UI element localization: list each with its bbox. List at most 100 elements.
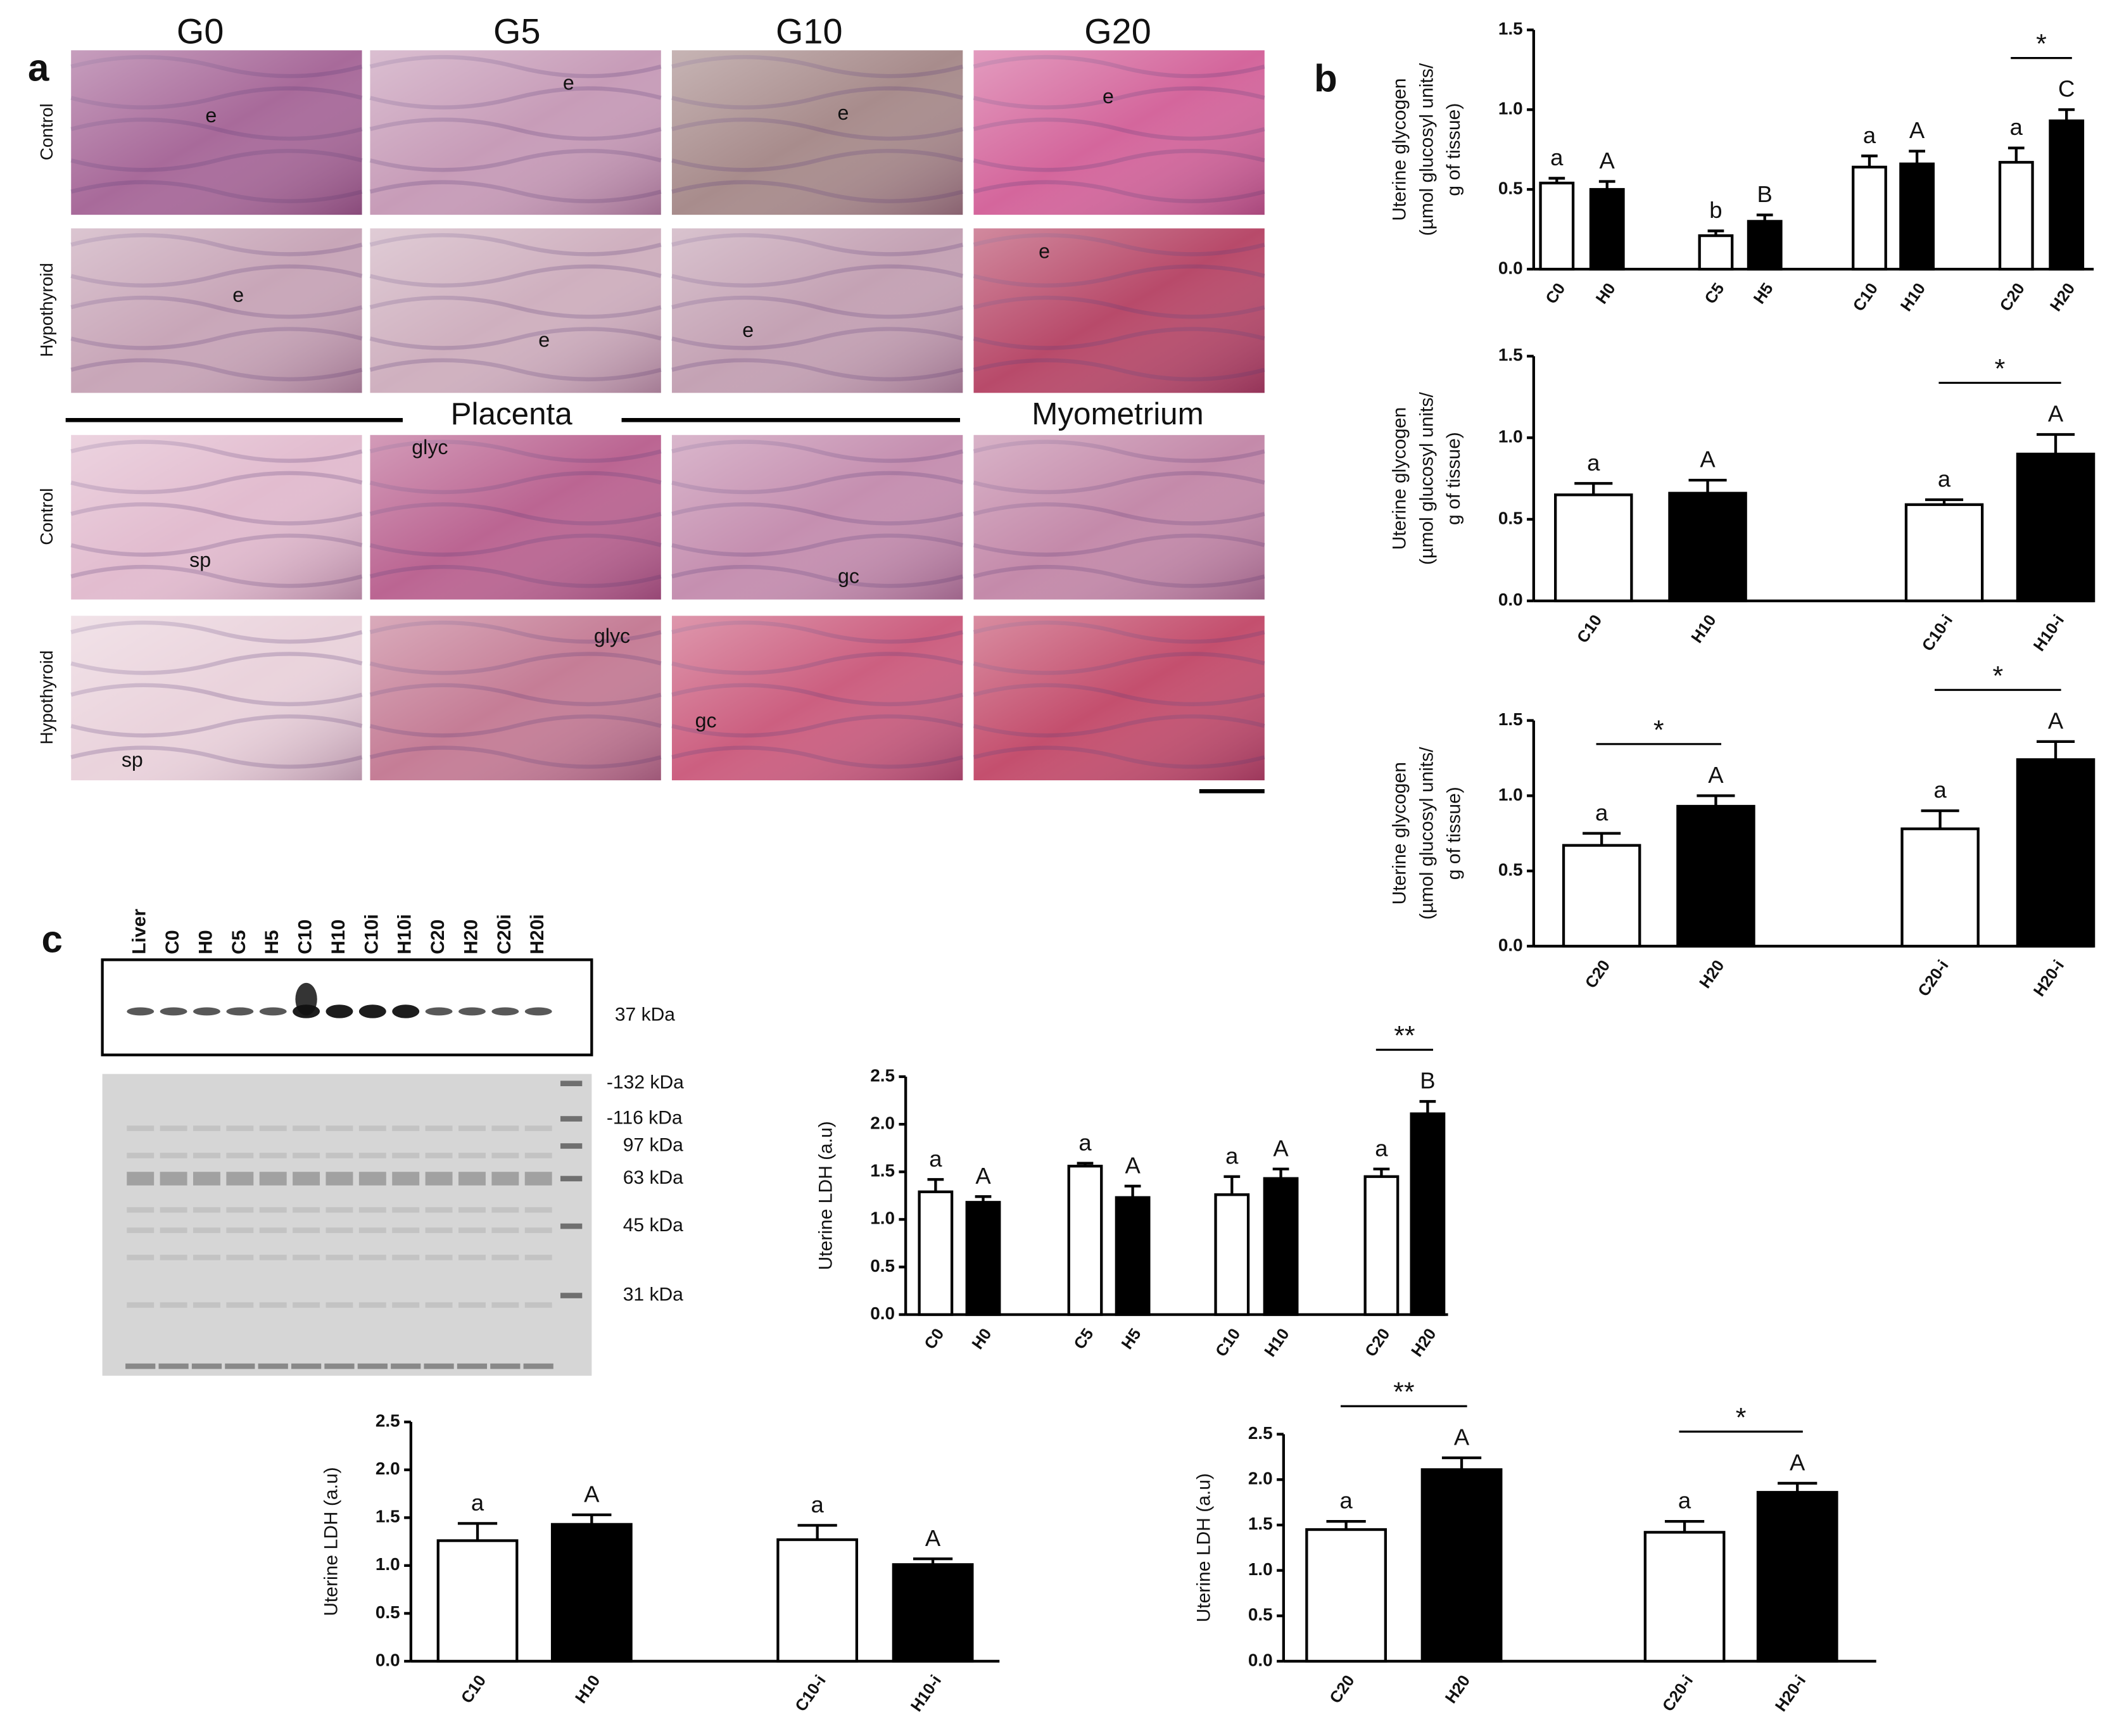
gel-band bbox=[259, 1153, 287, 1158]
bar bbox=[1363, 1175, 1400, 1316]
bar bbox=[436, 1539, 519, 1663]
gel-band bbox=[326, 1255, 353, 1260]
gel-band bbox=[127, 1255, 155, 1260]
y-tick-label: 0.5 bbox=[1498, 508, 1523, 528]
x-tick-label: C20 bbox=[1997, 280, 2028, 315]
micrograph-shade bbox=[671, 616, 963, 781]
error-bar bbox=[1697, 794, 1735, 807]
bar bbox=[1698, 234, 1734, 271]
x-tick-label: C10 bbox=[1212, 1326, 1244, 1360]
gel-band bbox=[225, 1363, 255, 1369]
x-tick-label: H20 bbox=[1442, 1672, 1474, 1707]
gel-band bbox=[358, 1207, 386, 1213]
gel-band bbox=[458, 1302, 486, 1308]
gel-band bbox=[358, 1125, 386, 1131]
gel-band bbox=[458, 1153, 486, 1158]
bar bbox=[1676, 804, 1755, 948]
bar bbox=[1904, 503, 1984, 602]
ladder-band bbox=[560, 1143, 583, 1149]
y-axis-label: (µmol glucosyl units/ bbox=[1416, 63, 1437, 236]
ladder-band bbox=[560, 1116, 583, 1122]
gel-band bbox=[491, 1302, 519, 1308]
significance-letter: a bbox=[811, 1492, 824, 1517]
gel-band bbox=[127, 1125, 155, 1131]
significance-letter: a bbox=[929, 1146, 942, 1172]
y-tick-label: 0.0 bbox=[1498, 590, 1523, 609]
blot-band bbox=[160, 1007, 187, 1016]
x-tick-label: C20-i bbox=[1915, 957, 1952, 1000]
gel-band bbox=[524, 1302, 552, 1308]
x-tick-label: C10-i bbox=[1919, 612, 1956, 655]
gel-band bbox=[293, 1207, 320, 1213]
marker-label: -132 kDa bbox=[607, 1072, 684, 1093]
significance-marker: * bbox=[1736, 1402, 1747, 1433]
micrograph-shade bbox=[973, 50, 1265, 215]
marker-label: 45 kDa bbox=[623, 1215, 683, 1236]
x-tick-label: H10-i bbox=[907, 1672, 945, 1715]
bar bbox=[1900, 827, 1980, 948]
gel-band bbox=[125, 1363, 156, 1369]
error-bar bbox=[1373, 1167, 1390, 1177]
gel-band bbox=[226, 1302, 254, 1308]
x-tick-label: H5 bbox=[1750, 280, 1777, 307]
gel-band bbox=[193, 1153, 220, 1158]
ladder-band bbox=[560, 1175, 583, 1182]
marker-label: -116 kDa bbox=[607, 1107, 683, 1128]
y-tick-label: 0.0 bbox=[376, 1650, 400, 1669]
lane-label: C10i bbox=[361, 914, 382, 954]
gel-band bbox=[392, 1153, 420, 1158]
x-tick-label: H20 bbox=[1696, 957, 1728, 992]
blot-band bbox=[425, 1007, 453, 1016]
blot-band bbox=[392, 1004, 420, 1018]
micrograph-label: glyc bbox=[412, 436, 448, 459]
gel-band bbox=[127, 1207, 155, 1213]
x-tick-label: H10 bbox=[1688, 612, 1720, 647]
gel-band bbox=[193, 1302, 220, 1308]
gel-band bbox=[326, 1172, 353, 1186]
gel-band bbox=[160, 1207, 187, 1213]
x-tick-label: H10 bbox=[1261, 1326, 1293, 1360]
micrograph-label: e bbox=[1039, 240, 1050, 263]
blot-band bbox=[295, 982, 317, 1016]
blot-band bbox=[358, 1004, 386, 1018]
y-axis-label: Uterine LDH (a.u) bbox=[1193, 1473, 1214, 1622]
y-tick-label: 0.5 bbox=[1498, 178, 1523, 198]
error-bar bbox=[1925, 498, 1964, 505]
bar bbox=[1115, 1196, 1151, 1316]
y-tick-label: 0.0 bbox=[870, 1303, 895, 1323]
micrograph-label: gc bbox=[838, 565, 859, 588]
gel-band bbox=[226, 1227, 254, 1233]
y-tick-label: 1.5 bbox=[1498, 345, 1523, 365]
x-tick-label: H20-i bbox=[2030, 957, 2068, 1000]
error-bar bbox=[1921, 809, 1959, 829]
error-bar bbox=[1326, 1519, 1366, 1530]
micrograph-shade bbox=[671, 228, 963, 393]
gel-band bbox=[392, 1255, 420, 1260]
gel-band bbox=[491, 1207, 519, 1213]
significance-letter: A bbox=[1273, 1135, 1289, 1161]
micrograph-shade bbox=[71, 50, 362, 215]
micrograph-shade bbox=[370, 228, 661, 393]
gel-band bbox=[392, 1125, 420, 1131]
blot-band bbox=[326, 1004, 353, 1018]
gel-band bbox=[457, 1363, 488, 1369]
error-bar bbox=[1272, 1167, 1289, 1179]
significance-letter: a bbox=[1078, 1129, 1092, 1155]
gel-band bbox=[358, 1302, 386, 1308]
bar bbox=[550, 1523, 633, 1663]
y-axis-label: Uterine LDH (a.u) bbox=[816, 1121, 837, 1270]
micrograph-shade bbox=[71, 228, 362, 393]
gel-band bbox=[392, 1302, 420, 1308]
gel-band bbox=[524, 1125, 552, 1131]
significance-letter: a bbox=[1595, 799, 1609, 825]
gel-band bbox=[391, 1363, 421, 1369]
gel-band bbox=[458, 1125, 486, 1131]
error-bar bbox=[2058, 108, 2075, 121]
micrograph-shade bbox=[71, 616, 362, 781]
significance-marker: * bbox=[1653, 715, 1664, 745]
gel-band bbox=[326, 1207, 353, 1213]
gel-band bbox=[524, 1172, 552, 1186]
x-tick-label: H10 bbox=[1897, 280, 1929, 315]
error-bar bbox=[457, 1522, 498, 1541]
significance-letter: A bbox=[1708, 762, 1724, 788]
